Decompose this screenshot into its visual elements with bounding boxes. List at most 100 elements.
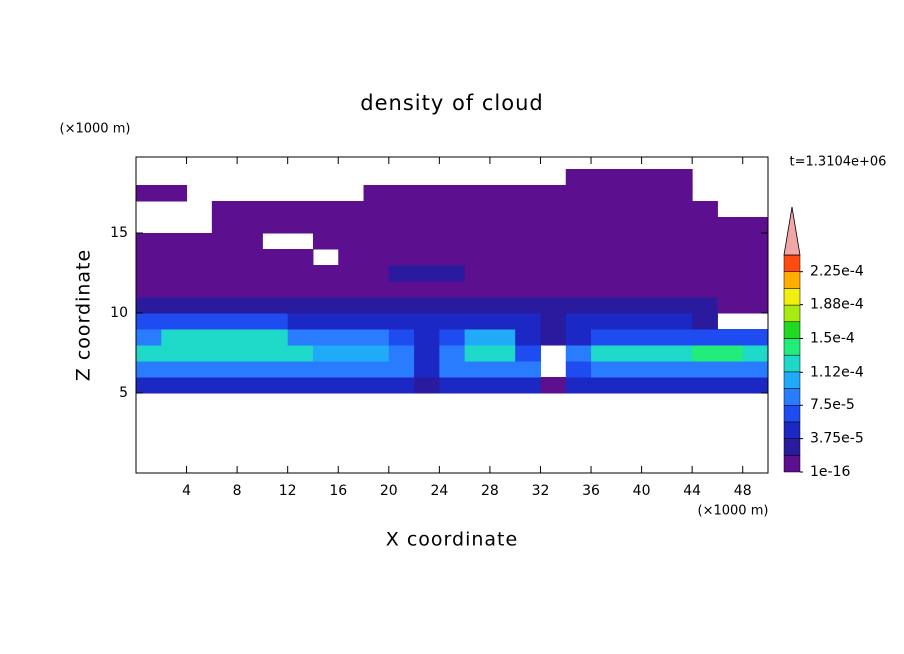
field-cell <box>414 185 440 202</box>
field-cell <box>439 313 466 330</box>
field-cell <box>591 265 617 282</box>
y-tick-label: 15 <box>110 225 128 241</box>
field-cell <box>388 377 415 394</box>
field-cell <box>540 185 567 202</box>
field-cell <box>338 265 365 282</box>
field-cell <box>666 361 693 378</box>
y-unit: (×1000 m) <box>60 122 131 137</box>
field-cell <box>338 233 365 250</box>
field-cell <box>414 329 440 346</box>
field-cell <box>666 377 693 394</box>
field-cell <box>616 265 643 282</box>
field-cell <box>464 233 491 250</box>
field-cell <box>186 249 213 266</box>
field-cell <box>211 217 238 234</box>
field-cell <box>388 361 415 378</box>
field-cell <box>591 185 617 202</box>
field-cell <box>388 217 415 234</box>
field-cell <box>388 313 415 330</box>
field-cell <box>287 217 314 234</box>
field-cell <box>591 313 617 330</box>
field-cell <box>262 217 289 234</box>
field-cell <box>591 281 617 298</box>
field-cell <box>616 329 643 346</box>
field-cell <box>312 265 339 282</box>
field-cell <box>161 377 188 394</box>
field-cell <box>186 265 213 282</box>
field-cell <box>591 377 617 394</box>
field-cell <box>616 361 643 378</box>
field-cell <box>489 265 516 282</box>
field-cell <box>237 361 263 378</box>
field-cell <box>692 377 718 394</box>
field-cell <box>287 361 314 378</box>
field-cell <box>414 377 440 394</box>
field-cell <box>565 201 592 218</box>
field-cell <box>616 169 643 186</box>
field-cell <box>363 297 390 314</box>
field-cell <box>641 297 668 314</box>
field-cell <box>136 361 162 378</box>
x-tick-label: 12 <box>279 483 297 499</box>
field-cell <box>489 233 516 250</box>
field-cell <box>666 201 693 218</box>
field-cell <box>540 313 567 330</box>
field-cell <box>666 185 693 202</box>
field-cell <box>211 281 238 298</box>
field-cell <box>616 249 643 266</box>
field-cell <box>666 313 693 330</box>
field-cell <box>262 265 289 282</box>
field-cell <box>136 249 162 266</box>
field-cell <box>338 201 365 218</box>
field-cell <box>641 377 668 394</box>
field-cell <box>237 329 263 346</box>
field-cell <box>287 313 314 330</box>
field-cell <box>287 329 314 346</box>
field-cell <box>489 185 516 202</box>
field-cell <box>717 265 744 282</box>
colorbar-box <box>783 271 801 289</box>
field-cell <box>136 233 162 250</box>
field-cell <box>489 361 516 378</box>
field-cell <box>237 345 263 362</box>
field-cell <box>161 313 188 330</box>
field-cell <box>186 313 213 330</box>
field-cell <box>312 201 339 218</box>
field-cell <box>489 329 516 346</box>
field-cell <box>641 201 668 218</box>
field-cell <box>540 329 567 346</box>
field-cell <box>312 217 339 234</box>
field-cell <box>717 217 744 234</box>
field-cell <box>464 377 491 394</box>
field-cell <box>161 345 188 362</box>
field-cell <box>591 201 617 218</box>
x-axis-label: X coordinate <box>386 529 518 551</box>
field-cell <box>717 329 744 346</box>
field-cell <box>237 297 263 314</box>
field-cell <box>565 217 592 234</box>
field-cell <box>464 297 491 314</box>
field-cell <box>262 345 289 362</box>
field-cell <box>489 313 516 330</box>
field-cell <box>388 185 415 202</box>
x-tick-label: 4 <box>182 483 191 499</box>
colorbar-box <box>783 354 801 373</box>
field-cell <box>540 297 567 314</box>
field-cell <box>312 377 339 394</box>
field-cell <box>211 265 238 282</box>
field-cell <box>692 297 718 314</box>
field-cell <box>237 217 263 234</box>
field-cell <box>237 201 263 218</box>
field-cell <box>186 361 213 378</box>
field-cell <box>565 249 592 266</box>
field-cell <box>262 313 289 330</box>
field-cell <box>287 249 314 266</box>
colorbar-tick-label: 3.75e-5 <box>810 431 864 447</box>
field-cell <box>237 313 263 330</box>
field-cell <box>312 313 339 330</box>
field-cell <box>439 281 466 298</box>
colorbar-tick-label: 1e-16 <box>810 464 850 480</box>
field-cell <box>414 249 440 266</box>
x-tick-label: 48 <box>734 483 752 499</box>
field-cell <box>717 345 744 362</box>
